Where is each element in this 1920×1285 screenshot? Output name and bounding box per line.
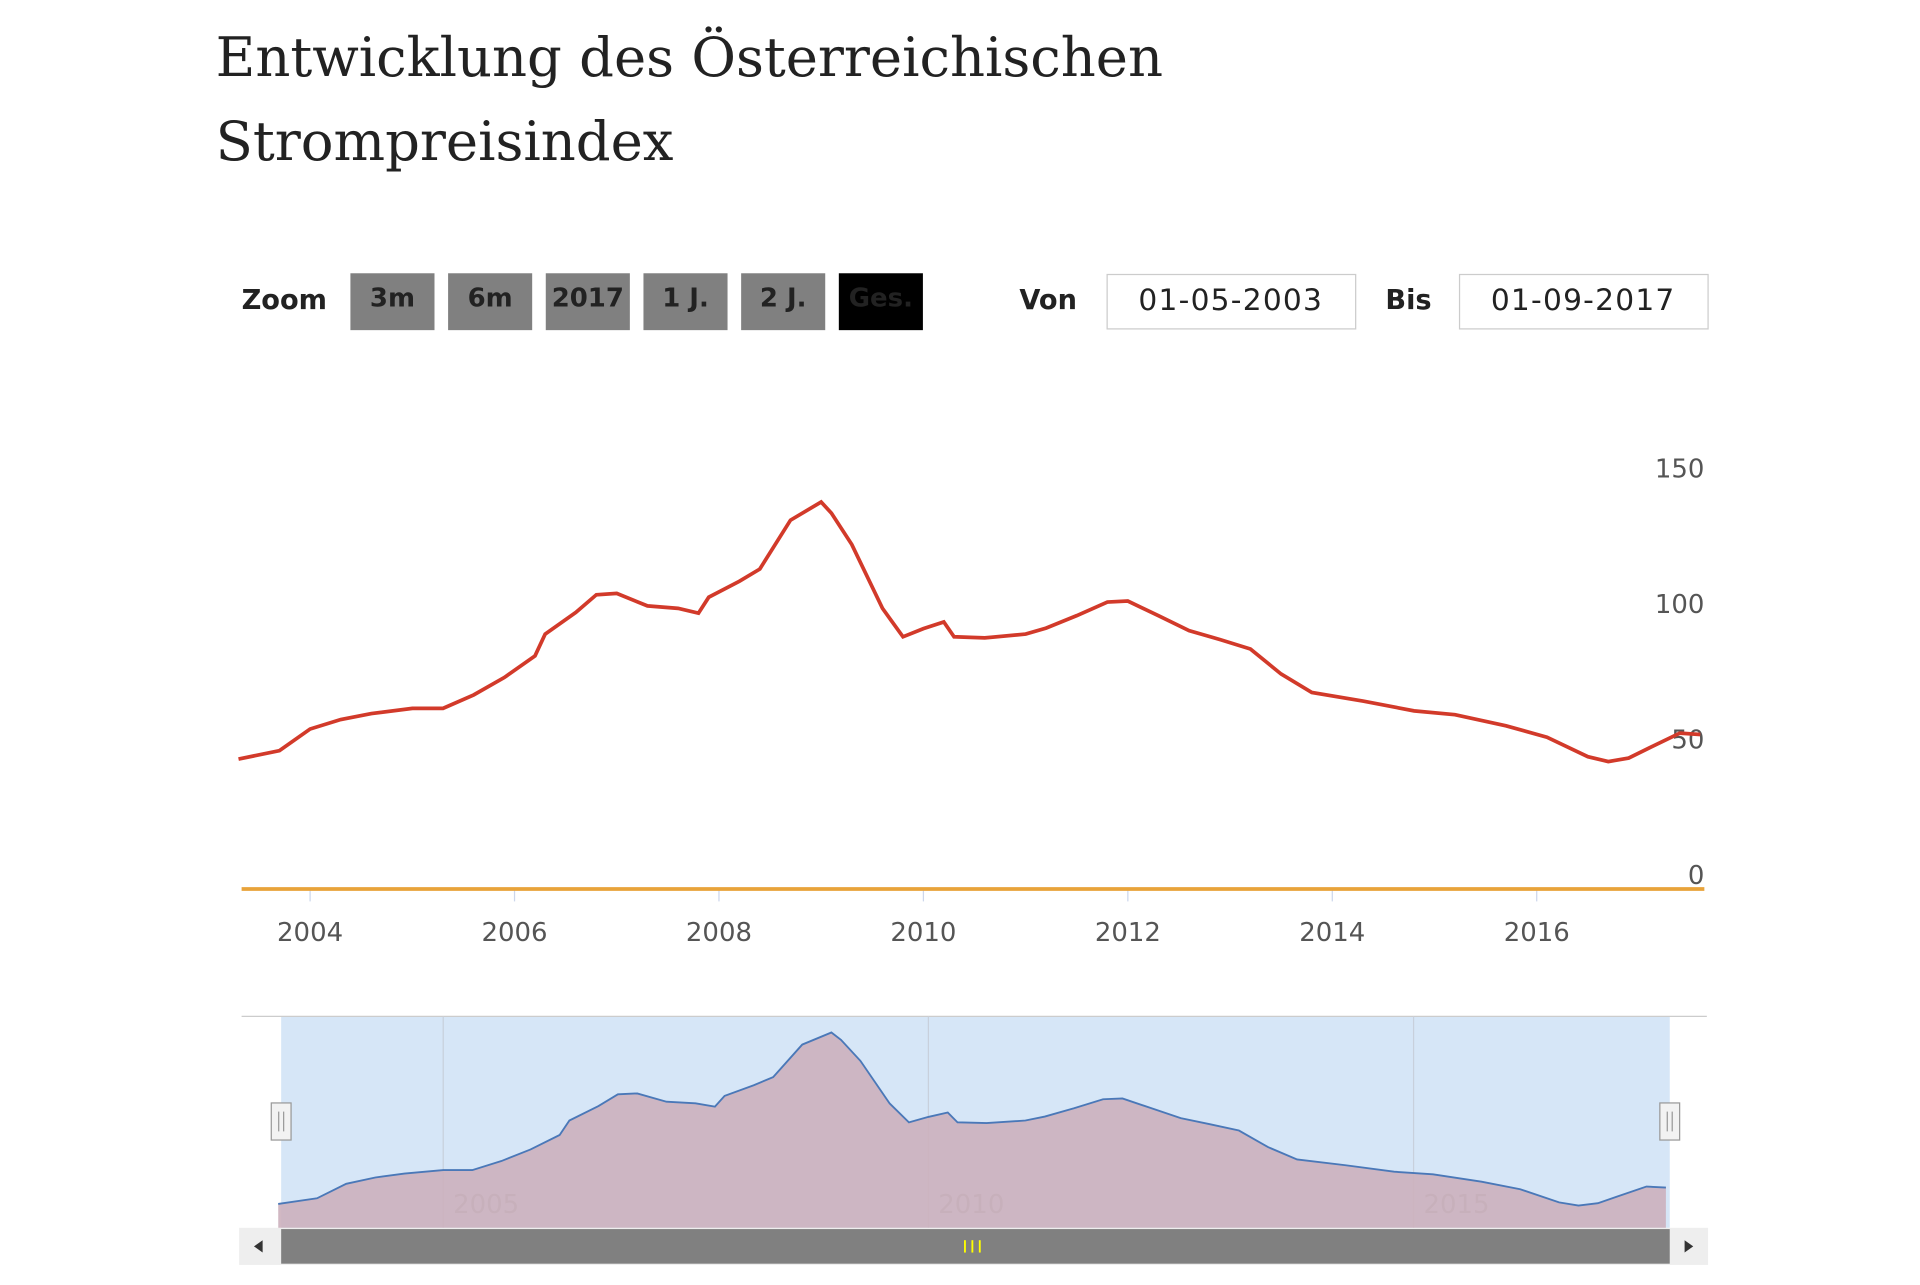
x-tick-label: 2006 — [481, 918, 547, 948]
zoom-button-label: 1 J. — [662, 284, 709, 314]
x-tick-label: 2010 — [890, 918, 956, 948]
navigator-handle[interactable] — [270, 1102, 292, 1141]
zoom-button-label: 2017 — [552, 284, 624, 314]
x-tick-label: 2008 — [686, 918, 752, 948]
zoom-button-label: 3m — [370, 284, 415, 314]
y-tick-label: 0 — [1688, 861, 1705, 891]
y-tick-label: 100 — [1655, 590, 1705, 620]
scroll-right[interactable] — [1684, 1240, 1694, 1253]
to-label: Bis — [1385, 285, 1431, 316]
scrollbar-thumb[interactable] — [281, 1229, 1670, 1264]
zoom-button[interactable] — [838, 273, 923, 331]
title: Entwicklung des Österreichischen — [216, 25, 1163, 89]
navigator-line — [278, 1031, 1666, 1207]
navigator-area — [278, 1032, 1666, 1228]
zoom-button[interactable] — [545, 273, 630, 331]
x-tick-label: 2016 — [1504, 918, 1570, 948]
y-tick-label: 150 — [1655, 454, 1705, 484]
zoom-button[interactable] — [350, 273, 435, 331]
zoom-button[interactable] — [448, 273, 533, 331]
to-input[interactable] — [1458, 273, 1709, 330]
zoom-button[interactable] — [643, 273, 728, 331]
x-tick-label: 2004 — [277, 918, 343, 948]
x-tick-label: 2014 — [1299, 918, 1365, 948]
x-tick-label: 2012 — [1095, 918, 1161, 948]
from-label: Von — [1019, 285, 1077, 316]
scroll-left[interactable] — [253, 1240, 263, 1253]
price-line — [238, 499, 1701, 764]
from-value: 01-05-2003 — [1138, 282, 1323, 317]
zoom-label: Zoom — [242, 285, 327, 316]
from-input[interactable] — [1106, 273, 1357, 330]
zoom-button[interactable] — [741, 273, 826, 331]
zoom-button-label: Ges. — [849, 284, 913, 314]
y-tick-label: 50 — [1671, 726, 1704, 756]
zoom-button-label: 6m — [468, 284, 513, 314]
navigator-handle[interactable] — [1659, 1102, 1681, 1141]
title: Strompreisindex — [216, 110, 674, 173]
zoom-button-label: 2 J. — [760, 284, 807, 314]
to-value: 01-09-2017 — [1491, 282, 1676, 317]
